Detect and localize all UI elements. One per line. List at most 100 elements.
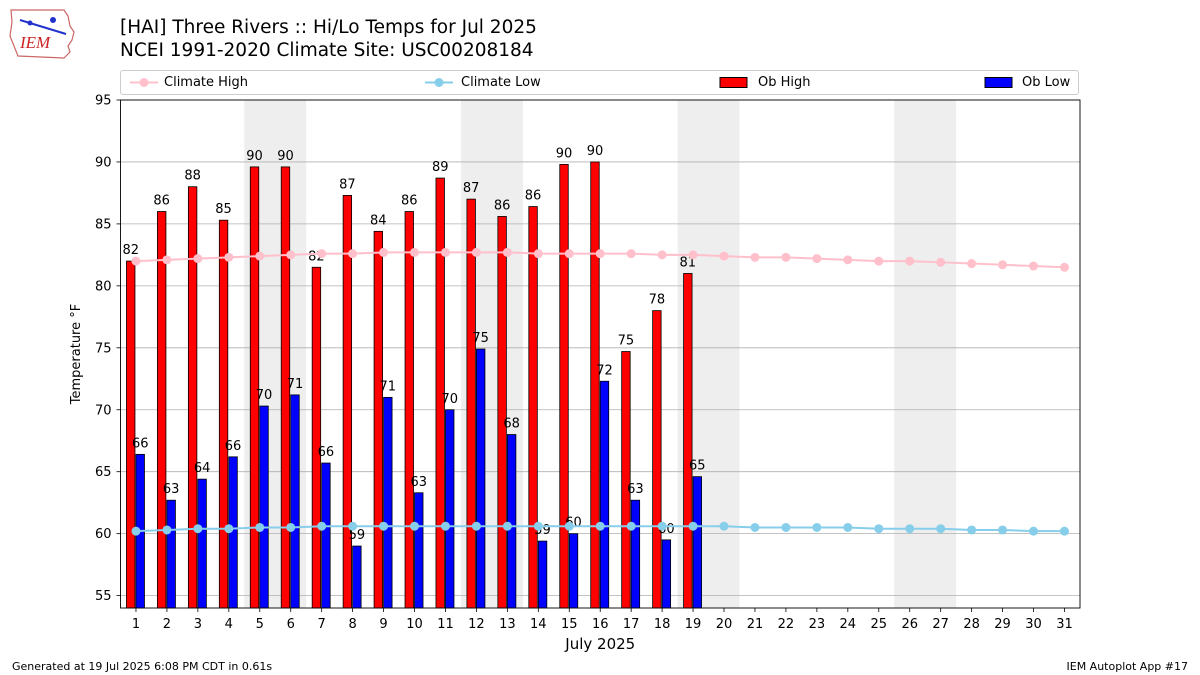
- climate-low-point-day-22: [781, 522, 791, 532]
- ob-low-bar-day-13: [506, 434, 517, 609]
- climate-high-point-day-30: [1029, 261, 1039, 271]
- ob-high-label-day-9: 84: [370, 213, 387, 228]
- climate-low-point-day-25: [874, 524, 884, 534]
- climate-low-point-day-1: [131, 526, 141, 536]
- x-tick-label-26: 26: [901, 617, 918, 632]
- ob-low-label-day-1: 66: [132, 436, 149, 451]
- climate-high-point-day-10: [410, 247, 420, 257]
- ob-high-label-day-4: 85: [215, 202, 232, 217]
- y-tick-label-75: 75: [95, 341, 112, 356]
- x-tick-label-28: 28: [963, 617, 980, 632]
- ob-low-bar-day-2: [166, 499, 176, 609]
- ob-high-bar-day-10: [404, 211, 414, 609]
- climate-high-point-day-5: [255, 251, 265, 261]
- ob-low-label-day-3: 64: [194, 461, 211, 476]
- climate-high-point-day-13: [502, 247, 512, 257]
- climate-high-point-day-8: [348, 249, 358, 259]
- climate-high-point-day-6: [286, 250, 296, 260]
- climate-low-point-day-11: [440, 521, 450, 531]
- legend-label-climate-low: Climate Low: [461, 75, 541, 90]
- chart-subtitle: NCEI 1991-2020 Climate Site: USC00208184: [120, 40, 534, 61]
- ob-low-bar-day-8: [352, 545, 362, 609]
- y-tick-label-95: 95: [95, 94, 112, 109]
- climate-high-point-day-25: [874, 256, 884, 266]
- ob-high-label-day-2: 86: [153, 194, 170, 209]
- ob-high-label-day-16: 90: [587, 144, 604, 159]
- ob-high-label-day-15: 90: [556, 146, 573, 161]
- climate-high-point-day-24: [843, 255, 853, 265]
- ob-low-label-day-10: 63: [410, 475, 427, 490]
- climate-high-point-day-16: [595, 249, 605, 259]
- x-tick-label-24: 24: [840, 617, 857, 632]
- chart-title: [HAI] Three Rivers :: Hi/Lo Temps for Ju…: [120, 17, 537, 38]
- ob-low-bar-day-15: [568, 533, 579, 609]
- climate-low-point-day-9: [379, 521, 389, 531]
- ob-low-bar-day-19: [692, 476, 702, 609]
- climate-low-point-day-31: [1059, 526, 1069, 536]
- climate-high-point-day-31: [1059, 262, 1069, 272]
- ob-low-bar-day-9: [383, 396, 393, 609]
- climate-high-point-day-21: [750, 252, 760, 262]
- climate-high-point-day-28: [967, 259, 977, 269]
- x-tick-label-7: 7: [318, 617, 326, 632]
- x-tick-label-25: 25: [870, 617, 887, 632]
- ob-high-bar-day-12: [466, 198, 476, 609]
- ob-high-bar-day-7: [311, 266, 322, 609]
- legend-label-climate-high: Climate High: [164, 75, 249, 90]
- ob-high-bar-day-14: [528, 206, 538, 609]
- climate-high-point-day-17: [626, 249, 636, 259]
- ob-high-bar-day-19: [683, 273, 693, 609]
- x-tick-label-2: 2: [163, 617, 171, 632]
- climate-low-point-day-21: [750, 522, 760, 532]
- climate-high-point-day-4: [224, 252, 234, 262]
- ob-low-label-day-6: 71: [287, 377, 304, 392]
- ob-high-bar-day-3: [187, 186, 198, 609]
- climate-high-point-day-11: [440, 247, 450, 257]
- climate-high-point-day-2: [162, 255, 172, 265]
- climate-low-point-day-8: [348, 521, 358, 531]
- ob-low-label-day-11: 70: [441, 392, 458, 407]
- ob-high-bar-day-15: [559, 164, 569, 609]
- climate-low-point-day-20: [719, 521, 729, 531]
- climate-low-line-icon: [425, 78, 453, 87]
- x-tick-label-29: 29: [994, 617, 1011, 632]
- climate-low-point-day-24: [843, 522, 853, 532]
- ob-high-label-day-3: 88: [184, 169, 201, 184]
- climate-high-point-day-22: [781, 252, 791, 262]
- x-tick-label-6: 6: [287, 617, 295, 632]
- x-tick-label-8: 8: [348, 617, 356, 632]
- y-tick-label-90: 90: [95, 155, 112, 170]
- ob-low-bar-day-14: [537, 540, 548, 609]
- iem-logo: IEM: [9, 9, 75, 59]
- climate-low-point-day-23: [812, 522, 822, 532]
- climate-high-line-icon: [130, 78, 158, 87]
- ob-high-label-day-17: 75: [618, 334, 635, 349]
- ob-low-label-day-7: 66: [318, 445, 335, 460]
- ob-low-bar-day-5: [259, 405, 269, 609]
- climate-low-point-day-5: [255, 522, 265, 532]
- climate-high-point-day-20: [719, 251, 729, 261]
- climate-high-point-day-3: [193, 254, 203, 264]
- climate-low-point-day-18: [657, 521, 667, 531]
- ob-low-bar-day-7: [321, 462, 331, 609]
- climate-low-point-day-26: [905, 524, 915, 534]
- x-tick-label-1: 1: [132, 617, 140, 632]
- x-tick-label-15: 15: [561, 617, 578, 632]
- climate-low-point-day-13: [502, 521, 512, 531]
- ob-high-bar-day-2: [157, 211, 167, 609]
- x-tick-label-31: 31: [1056, 617, 1073, 632]
- x-tick-label-17: 17: [623, 617, 640, 632]
- ob-high-label-day-6: 90: [277, 149, 294, 164]
- x-tick-label-27: 27: [932, 617, 949, 632]
- y-tick-label-70: 70: [95, 403, 112, 418]
- climate-high-point-day-1: [131, 256, 141, 266]
- ob-low-bar-day-12: [476, 348, 486, 609]
- ob-high-swatch-icon: [719, 77, 748, 88]
- climate-low-point-day-15: [564, 521, 574, 531]
- ob-high-label-day-11: 89: [432, 160, 449, 175]
- x-tick-label-19: 19: [685, 617, 702, 632]
- ob-low-label-day-16: 72: [596, 363, 613, 378]
- ob-high-label-day-12: 87: [463, 181, 480, 196]
- climate-low-point-day-29: [998, 525, 1008, 535]
- ob-high-label-day-8: 87: [339, 177, 356, 192]
